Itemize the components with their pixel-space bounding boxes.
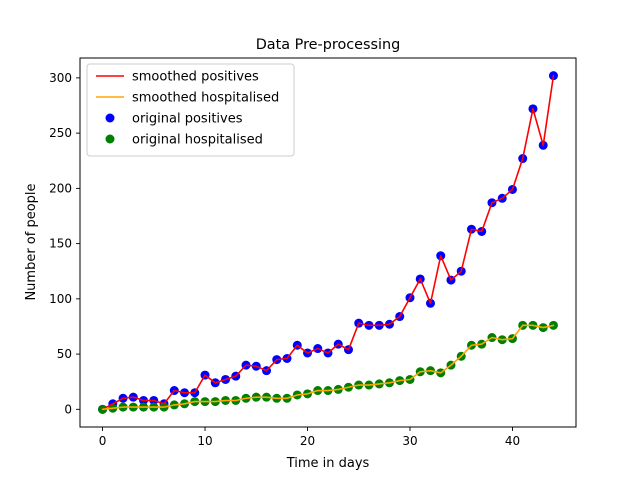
legend-label: smoothed positives	[132, 70, 259, 85]
x-axis: 0 10 20 30 40	[99, 427, 520, 448]
axes-frame	[79, 57, 577, 428]
legend-item-smoothed-positives: smoothed positives	[96, 70, 259, 85]
y-tick-label: 50	[57, 347, 72, 361]
legend-label: original positives	[132, 112, 243, 127]
x-tick-label: 20	[300, 434, 315, 448]
plot-area	[79, 57, 577, 428]
y-tick-label: 200	[49, 181, 72, 195]
x-axis-label: Time in days	[286, 456, 370, 471]
x-tick-label: 10	[197, 434, 212, 448]
legend-item-smoothed-hospitalised: smoothed hospitalised	[96, 91, 279, 106]
legend-swatch-marker	[105, 113, 115, 123]
x-tick-label: 30	[402, 434, 417, 448]
x-tick-label: 40	[505, 434, 520, 448]
y-tick-label: 150	[49, 237, 72, 251]
chart-title: Data Pre-processing	[256, 37, 401, 53]
y-tick-label: 0	[64, 402, 72, 416]
y-tick-label: 100	[49, 292, 72, 306]
y-tick-label: 250	[49, 126, 72, 140]
legend-item-original-positives: original positives	[105, 112, 243, 127]
y-tick-label: 300	[49, 71, 72, 85]
legend-label: smoothed hospitalised	[132, 91, 279, 106]
legend-box	[86, 63, 295, 157]
legend-swatch-marker	[105, 134, 115, 144]
series-layer	[98, 71, 558, 414]
y-axis-label: Number of people	[24, 183, 39, 300]
y-axis: 0 50 100 150 200 250 300	[49, 71, 80, 416]
x-tick-label: 0	[99, 434, 107, 448]
legend-label: original hospitalised	[132, 133, 263, 148]
line-smoothed-hospitalised	[101, 324, 555, 411]
legend: smoothed positives smoothed hospitalised o…	[86, 63, 295, 157]
line-smoothed-positives	[101, 74, 555, 411]
legend-item-original-hospitalised: original hospitalised	[105, 133, 263, 148]
